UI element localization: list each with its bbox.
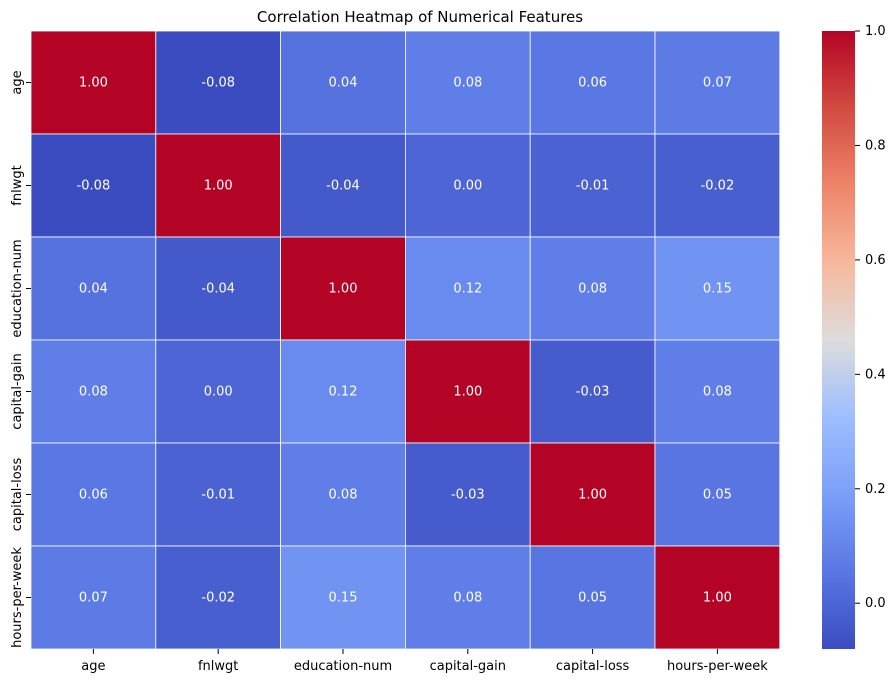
heatmap-cell <box>155 236 282 341</box>
heatmap-cell <box>529 442 656 547</box>
cell-value-label: 1.00 <box>79 76 108 91</box>
x-axis-tick-label: age <box>81 659 105 674</box>
y-axis-tick-label: capital-gain <box>10 353 25 429</box>
chart-title: Correlation Heatmap of Numerical Feature… <box>257 8 583 26</box>
heatmap-cell <box>155 339 282 444</box>
cell-value-label: 0.07 <box>703 76 732 91</box>
cell-value-label: 1.00 <box>703 591 732 606</box>
cell-value-label: 0.05 <box>578 591 607 606</box>
cell-value-label: 0.05 <box>703 488 732 503</box>
heatmap-cell <box>155 133 282 238</box>
heatmap-cell <box>280 442 406 547</box>
y-axis-tick-label: education-num <box>10 239 25 337</box>
colorbar-tick-label: 0.2 <box>865 482 886 497</box>
colorbar-tick-label: 0.8 <box>865 138 886 153</box>
cell-value-label: 0.08 <box>453 76 482 91</box>
heatmap-cell <box>529 339 656 444</box>
cell-value-label: 0.08 <box>578 282 607 297</box>
cell-value-label: -0.01 <box>201 488 235 503</box>
y-axis-tick-label: age <box>10 70 25 94</box>
cell-value-label: -0.04 <box>201 282 235 297</box>
cell-value-label: 1.00 <box>578 488 607 503</box>
heatmap-cell <box>280 236 406 341</box>
cell-value-label: -0.08 <box>77 179 111 194</box>
heatmap-cell <box>529 236 656 341</box>
heatmap-cell <box>529 545 656 650</box>
cell-value-label: -0.08 <box>201 76 235 91</box>
colorbar-gradient <box>822 31 855 649</box>
y-axis-tick-label: fnlwgt <box>10 165 25 205</box>
heatmap-cell <box>654 133 781 238</box>
y-axis-tick-label: hours-per-week <box>10 547 25 648</box>
heatmap-cell <box>280 30 406 135</box>
cell-value-label: -0.02 <box>701 179 735 194</box>
heatmap-cell <box>30 339 157 444</box>
y-axis-tick-label: capital-loss <box>10 458 25 532</box>
cell-value-label: 0.15 <box>329 591 358 606</box>
cell-value-label: 0.15 <box>703 282 732 297</box>
cell-value-label: 0.08 <box>703 385 732 400</box>
cell-value-label: -0.01 <box>576 179 610 194</box>
heatmap-cell <box>30 30 157 135</box>
heatmap-cell <box>529 30 656 135</box>
heatmap-cell <box>30 545 157 650</box>
colorbar-tick-label: 0.0 <box>865 596 886 611</box>
heatmap-cell <box>30 236 157 341</box>
cell-value-label: 0.07 <box>79 591 108 606</box>
x-axis-tick-label: hours-per-week <box>667 659 768 674</box>
cell-value-label: 0.12 <box>453 282 482 297</box>
heatmap-cell <box>404 339 531 444</box>
heatmap-cell <box>654 30 781 135</box>
cell-value-label: 1.00 <box>204 179 233 194</box>
heatmap-cell <box>404 236 531 341</box>
heatmap-cell <box>155 30 282 135</box>
colorbar-tick-label: 1.0 <box>865 24 886 39</box>
cell-value-label: -0.03 <box>451 488 485 503</box>
heatmap-cell <box>280 339 406 444</box>
x-axis-tick-label: capital-loss <box>556 659 630 674</box>
heatmap-cell <box>654 545 781 650</box>
cell-value-label: 0.00 <box>453 179 482 194</box>
colorbar-tick-label: 0.4 <box>865 367 886 382</box>
cell-value-label: -0.02 <box>201 591 235 606</box>
cell-value-label: 0.08 <box>329 488 358 503</box>
cell-value-label: 0.04 <box>79 282 108 297</box>
heatmap-cell <box>404 30 531 135</box>
heatmap-cell <box>30 442 157 547</box>
cell-value-label: 0.12 <box>329 385 358 400</box>
heatmap-cell <box>654 236 781 341</box>
cell-value-label: 0.08 <box>79 385 108 400</box>
colorbar: 1.0 0.8 0.6 0.4 0.2 0.0 <box>822 24 886 649</box>
cell-value-label: 0.06 <box>578 76 607 91</box>
cell-value-label: 0.08 <box>453 591 482 606</box>
heatmap-cell <box>404 133 531 238</box>
heatmap-cell <box>404 442 531 547</box>
x-axis-tick-label: capital-gain <box>430 659 506 674</box>
cell-value-label: 0.00 <box>204 385 233 400</box>
colorbar-ticks: 1.0 0.8 0.6 0.4 0.2 0.0 <box>855 24 886 611</box>
cell-value-label: -0.03 <box>576 385 610 400</box>
heatmap-cell <box>654 442 781 547</box>
cell-value-label: 1.00 <box>453 385 482 400</box>
x-axis-tick-label: education-num <box>294 659 392 674</box>
cell-value-label: 1.00 <box>329 282 358 297</box>
heatmap-cell <box>654 339 781 444</box>
heatmap-cell <box>404 545 531 650</box>
heatmap-grid: 1.00 -0.08 0.04 0.08 0.06 0.07 -0.08 1.00 -0.04 0… <box>30 30 781 650</box>
cell-value-label: 0.04 <box>329 76 358 91</box>
heatmap-axes: age age fnlwgt fnlwgt education-num education… <box>10 70 768 674</box>
colorbar-tick-label: 0.6 <box>865 253 886 268</box>
cell-value-label: -0.04 <box>326 179 360 194</box>
cell-value-label: 0.06 <box>79 488 108 503</box>
x-axis-tick-label: fnlwgt <box>198 659 238 674</box>
